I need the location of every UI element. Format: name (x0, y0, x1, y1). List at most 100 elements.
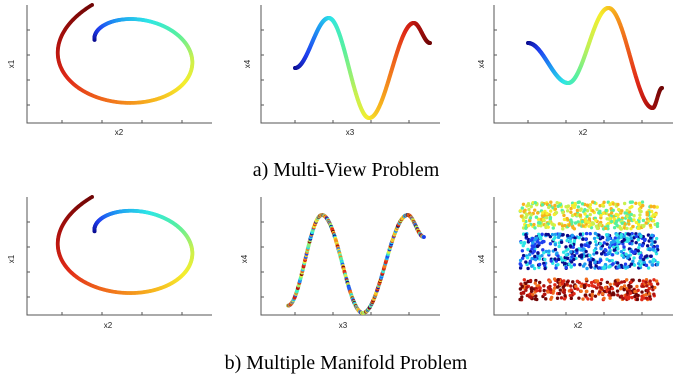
data-point (563, 293, 567, 298)
data-point (652, 204, 656, 209)
data-point (572, 227, 577, 231)
data-point (652, 278, 656, 282)
data-point (525, 213, 529, 217)
data-point (648, 236, 653, 240)
data-point (653, 240, 657, 244)
caption-b: b) Multiple Manifold Problem (225, 352, 468, 374)
data-point (637, 246, 641, 250)
data-point (564, 265, 568, 270)
plot-area (518, 200, 660, 302)
data-point (553, 235, 557, 240)
data-point (612, 248, 616, 252)
data-point (615, 261, 620, 265)
data-point (581, 224, 585, 228)
data-point (622, 245, 626, 249)
data-point (569, 206, 573, 211)
data-point (533, 201, 538, 205)
data-point (561, 232, 565, 237)
data-point (520, 284, 524, 289)
data-point (531, 241, 535, 245)
data-point (614, 250, 618, 255)
data-point (549, 290, 553, 294)
data-point (608, 282, 612, 286)
data-point (519, 240, 523, 245)
data-point (641, 224, 646, 229)
data-point (573, 221, 578, 225)
data-point (533, 208, 537, 212)
data-point (605, 257, 609, 262)
data-point (651, 247, 655, 252)
data-point (563, 255, 567, 260)
y-axis-label: x4 (477, 254, 486, 263)
data-point (538, 262, 542, 267)
data-point (569, 210, 573, 214)
data-point (540, 232, 544, 237)
data-point (616, 293, 620, 297)
data-point (553, 257, 557, 261)
data-point (522, 278, 527, 282)
data-point (620, 253, 624, 258)
data-point (630, 249, 634, 254)
data-point (565, 209, 570, 213)
data-point (522, 209, 526, 214)
data-point (585, 266, 589, 271)
data-point (543, 292, 547, 296)
data-point (612, 217, 617, 221)
data-point (585, 203, 590, 207)
panel-a3: x2 x4 (477, 5, 673, 137)
data-point (536, 223, 541, 228)
data-point (565, 282, 569, 286)
data-point (624, 278, 629, 282)
data-point (569, 250, 573, 254)
data-point (520, 206, 524, 210)
data-point (594, 279, 598, 283)
data-point (608, 243, 613, 248)
data-point (556, 262, 560, 267)
data-point (620, 239, 624, 244)
x-axis-label: x2 (579, 128, 588, 137)
data-point (634, 240, 638, 245)
data-point (586, 297, 590, 301)
data-point (569, 296, 573, 301)
data-point (556, 278, 560, 282)
data-point (547, 249, 551, 253)
data-point (597, 260, 602, 264)
data-point (577, 235, 581, 240)
data-point (598, 223, 602, 227)
data-point (576, 220, 580, 224)
data-point (610, 258, 614, 263)
data-point (526, 223, 531, 228)
data-point (559, 240, 564, 244)
data-point (623, 222, 627, 226)
data-point (584, 219, 588, 223)
data-point (521, 253, 526, 258)
data-point (631, 259, 635, 264)
data-point (528, 238, 533, 243)
data-point (619, 233, 624, 237)
data-point (520, 295, 524, 299)
data-point (540, 253, 544, 258)
data-point (541, 211, 545, 215)
data-point (613, 236, 617, 240)
data-point (518, 287, 523, 291)
data-point (546, 225, 550, 229)
data-point (637, 242, 642, 247)
data-point (562, 213, 566, 218)
data-point (560, 224, 565, 228)
data-point (535, 288, 539, 293)
data-point (599, 278, 604, 282)
data-point (641, 218, 646, 223)
data-point (535, 244, 540, 249)
data-point (552, 277, 557, 281)
data-point (575, 279, 580, 283)
data-point (90, 195, 94, 199)
caption-a: a) Multi-View Problem (253, 159, 440, 181)
data-point (522, 241, 527, 245)
data-point (634, 234, 638, 238)
data-point (633, 289, 637, 294)
data-point (630, 239, 634, 243)
data-point (521, 218, 526, 223)
data-point (551, 289, 556, 293)
data-point (541, 218, 546, 222)
data-point (595, 226, 600, 230)
